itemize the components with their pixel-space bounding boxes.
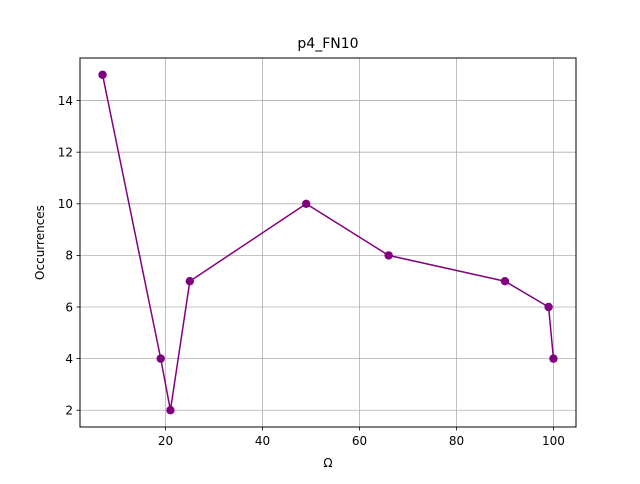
y-tick-label: 14 [58, 94, 73, 108]
data-point [544, 302, 553, 312]
ticks: 20 40 60 80 100 2 4 6 8 10 12 14 [58, 94, 565, 448]
y-axis-label: Occurrences [33, 205, 47, 280]
data-point [500, 277, 510, 286]
data-point [384, 251, 393, 260]
x-tick-label: 80 [449, 434, 464, 448]
data-point [98, 70, 107, 79]
y-tick-label: 8 [65, 249, 73, 263]
y-tick-label: 4 [65, 352, 73, 366]
x-tick-label: 100 [542, 434, 565, 448]
plot-frame [79, 57, 577, 428]
series [98, 70, 558, 415]
x-axis-label: Ω [323, 456, 332, 470]
data-point [166, 406, 175, 415]
y-tick-label: 10 [58, 197, 73, 211]
x-tick-label: 60 [352, 434, 367, 448]
chart-title: p4_FN10 [297, 36, 358, 52]
data-point [549, 354, 558, 363]
data-point [185, 277, 195, 286]
y-tick-label: 2 [65, 404, 73, 418]
y-tick-label: 6 [65, 300, 73, 314]
y-tick-label: 12 [58, 145, 73, 159]
x-tick-label: 40 [255, 434, 270, 448]
data-point [156, 354, 165, 363]
data-point [301, 199, 311, 208]
x-tick-label: 20 [158, 434, 173, 448]
